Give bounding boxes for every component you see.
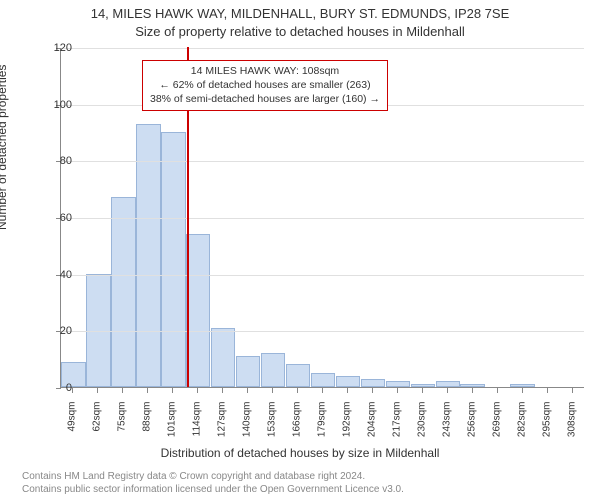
xtick-label: 230sqm — [416, 402, 427, 452]
bar — [161, 132, 185, 387]
xtick-label: 217sqm — [391, 402, 402, 452]
ytick-label: 100 — [42, 99, 72, 111]
bar — [411, 384, 435, 387]
xtick-label: 114sqm — [192, 402, 203, 452]
ytick-label: 40 — [42, 269, 72, 281]
xtick-label: 282sqm — [516, 402, 527, 452]
ytick-label: 60 — [42, 212, 72, 224]
xtick-mark — [297, 388, 298, 393]
xtick-mark — [172, 388, 173, 393]
xtick-mark — [197, 388, 198, 393]
xtick-label: 127sqm — [217, 402, 228, 452]
xtick-mark — [272, 388, 273, 393]
xtick-label: 269sqm — [491, 402, 502, 452]
gridline — [61, 161, 584, 162]
xtick-mark — [572, 388, 573, 393]
xtick-mark — [222, 388, 223, 393]
bar — [336, 376, 360, 387]
title-line-2: Size of property relative to detached ho… — [0, 24, 600, 39]
footer-line-1: Contains HM Land Registry data © Crown c… — [22, 470, 404, 483]
xtick-mark — [147, 388, 148, 393]
gridline — [61, 275, 584, 276]
xtick-label: 88sqm — [142, 402, 153, 452]
xtick-label: 62sqm — [92, 402, 103, 452]
bar — [236, 356, 260, 387]
bar — [186, 234, 210, 387]
bar — [261, 353, 285, 387]
title-line-1: 14, MILES HAWK WAY, MILDENHALL, BURY ST.… — [0, 6, 600, 21]
annotation-box: 14 MILES HAWK WAY: 108sqm← 62% of detach… — [142, 60, 388, 111]
bar — [460, 384, 484, 387]
xtick-mark — [372, 388, 373, 393]
gridline — [61, 218, 584, 219]
xtick-label: 153sqm — [267, 402, 278, 452]
bar — [386, 381, 410, 387]
bar — [111, 197, 135, 387]
ytick-label: 0 — [42, 382, 72, 394]
ytick-label: 20 — [42, 325, 72, 337]
xtick-label: 179sqm — [317, 402, 328, 452]
gridline — [61, 48, 584, 49]
xtick-label: 243sqm — [441, 402, 452, 452]
xtick-label: 256sqm — [466, 402, 477, 452]
xtick-label: 204sqm — [366, 402, 377, 452]
annotation-line-3: 38% of semi-detached houses are larger (… — [150, 92, 380, 106]
xtick-mark — [347, 388, 348, 393]
xtick-mark — [247, 388, 248, 393]
xtick-label: 295sqm — [541, 402, 552, 452]
footer-line-2: Contains public sector information licen… — [22, 483, 404, 496]
annotation-line-1: 14 MILES HAWK WAY: 108sqm — [150, 64, 380, 78]
bar — [86, 274, 110, 387]
xtick-mark — [397, 388, 398, 393]
annotation-line-2: ← 62% of detached houses are smaller (26… — [150, 78, 380, 92]
bar — [436, 381, 460, 387]
chart-container: 14, MILES HAWK WAY, MILDENHALL, BURY ST.… — [0, 0, 600, 500]
ytick-label: 120 — [42, 42, 72, 54]
xtick-mark — [72, 388, 73, 393]
xtick-label: 49sqm — [67, 402, 78, 452]
xtick-label: 101sqm — [167, 402, 178, 452]
xtick-label: 166sqm — [292, 402, 303, 452]
ytick-label: 80 — [42, 155, 72, 167]
bar — [286, 364, 310, 387]
bar — [136, 124, 160, 388]
xtick-label: 75sqm — [117, 402, 128, 452]
xtick-mark — [497, 388, 498, 393]
bar — [510, 384, 534, 387]
xtick-mark — [322, 388, 323, 393]
gridline — [61, 331, 584, 332]
bar — [361, 379, 385, 388]
y-axis-label: Number of detached properties — [0, 65, 9, 230]
xtick-mark — [522, 388, 523, 393]
xtick-mark — [422, 388, 423, 393]
bar — [311, 373, 335, 387]
xtick-mark — [97, 388, 98, 393]
xtick-mark — [547, 388, 548, 393]
bar — [211, 328, 235, 388]
xtick-label: 192sqm — [341, 402, 352, 452]
xtick-mark — [447, 388, 448, 393]
xtick-mark — [122, 388, 123, 393]
footer-text: Contains HM Land Registry data © Crown c… — [22, 470, 404, 496]
xtick-mark — [472, 388, 473, 393]
xtick-label: 308sqm — [566, 402, 577, 452]
xtick-label: 140sqm — [242, 402, 253, 452]
